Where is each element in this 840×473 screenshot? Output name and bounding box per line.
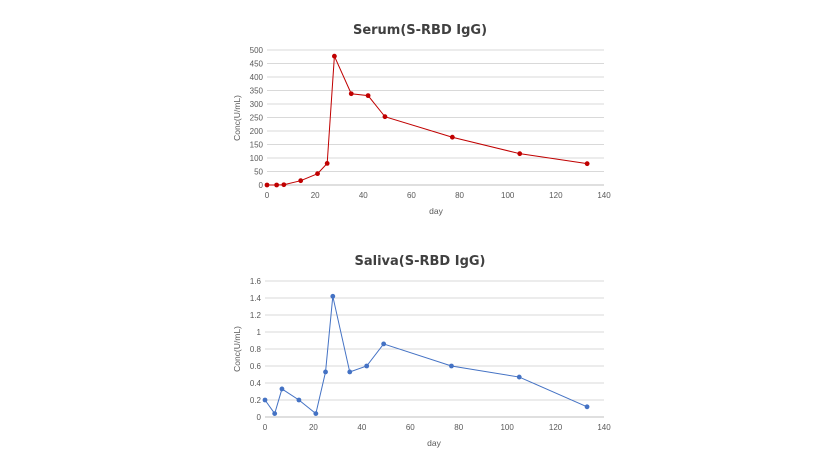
serum-data-point	[517, 151, 523, 157]
saliva-x-tick-label: 60	[406, 423, 415, 432]
saliva-series-line	[264, 296, 588, 415]
saliva-data-point	[296, 397, 302, 403]
serum-y-tick-label: 100	[250, 154, 264, 163]
saliva-y-tick-label: 1.6	[250, 277, 262, 286]
serum-data-point	[584, 161, 590, 167]
saliva-y-tick-label: 0.4	[250, 379, 262, 388]
serum-y-tick-label: 300	[250, 100, 264, 109]
saliva-y-tick-label: 1.2	[250, 311, 262, 320]
saliva-data-point	[279, 386, 285, 392]
serum-x-tick-label: 100	[501, 191, 515, 200]
saliva-data-point	[313, 411, 319, 416]
serum-data-point	[365, 93, 371, 99]
saliva-x-tick-label: 20	[309, 423, 318, 432]
saliva-data-point	[272, 411, 278, 416]
serum-y-tick-label: 450	[250, 60, 264, 69]
serum-data-point	[324, 161, 330, 166]
serum-y-tick-label: 400	[250, 73, 264, 82]
saliva-data-point	[516, 374, 522, 380]
serum-y-axis-label: Conc(U/mL)	[232, 95, 242, 141]
saliva-x-tick-label: 100	[500, 423, 514, 432]
saliva-y-tick-label: 0.8	[250, 345, 262, 354]
saliva-y-tick-label: 1.4	[250, 294, 262, 303]
serum-chart: Serum(S-RBD IgG) day Conc(U/mL) 0 50 100 15…	[232, 23, 611, 216]
saliva-data-point	[449, 363, 454, 369]
saliva-y-tick-label: 0	[257, 413, 262, 422]
saliva-data-point	[262, 397, 268, 403]
serum-data-point	[315, 171, 320, 177]
serum-data-point	[264, 182, 270, 188]
serum-data-point	[281, 182, 287, 188]
saliva-x-axis-label: day	[427, 438, 441, 448]
serum-data-point	[298, 178, 304, 184]
saliva-x-tick-label: 140	[597, 423, 611, 432]
serum-x-tick-label: 40	[359, 191, 368, 200]
serum-x-tick-label: 20	[311, 191, 320, 200]
saliva-y-tick-label: 1	[257, 328, 262, 337]
serum-y-tick-label: 50	[254, 168, 263, 177]
saliva-data-point	[347, 369, 353, 375]
serum-y-tick-label: 250	[250, 114, 264, 123]
saliva-y-tick-label: 0.2	[250, 396, 262, 405]
serum-x-tick-label: 0	[265, 191, 270, 200]
saliva-x-tick-label: 80	[454, 423, 463, 432]
saliva-data-point	[323, 369, 328, 375]
serum-y-tick-label: 0	[259, 181, 264, 190]
serum-x-tick-label: 60	[407, 191, 416, 200]
saliva-data-point	[381, 341, 387, 347]
serum-y-tick-label: 350	[250, 87, 264, 96]
serum-x-tick-label: 120	[549, 191, 563, 200]
serum-data-point	[274, 182, 280, 188]
serum-y-tick-label: 150	[250, 141, 264, 150]
serum-x-axis-label: day	[429, 206, 443, 216]
serum-chart-title: Serum(S-RBD IgG)	[353, 23, 487, 38]
saliva-data-point	[330, 293, 336, 299]
saliva-y-axis-label: Conc(U/mL)	[232, 326, 242, 372]
serum-data-point	[382, 114, 388, 120]
serum-x-tick-label: 140	[597, 191, 611, 200]
serum-y-tick-label: 500	[250, 46, 264, 55]
saliva-x-tick-label: 40	[357, 423, 366, 432]
saliva-data-point	[364, 363, 370, 369]
serum-x-tick-label: 80	[455, 191, 464, 200]
saliva-y-tick-label: 0.6	[250, 362, 262, 371]
saliva-chart: Saliva(S-RBD IgG) day Conc(U/mL) 0 0.2 0.4…	[232, 254, 611, 448]
serum-data-point	[348, 91, 354, 97]
saliva-data-point	[584, 404, 590, 410]
serum-series-line	[267, 56, 588, 186]
saliva-x-tick-label: 0	[263, 423, 268, 432]
serum-data-point	[449, 134, 455, 140]
serum-y-tick-label: 200	[250, 127, 264, 136]
saliva-chart-title: Saliva(S-RBD IgG)	[355, 254, 486, 269]
saliva-x-tick-label: 120	[549, 423, 563, 432]
serum-data-point	[332, 53, 337, 59]
